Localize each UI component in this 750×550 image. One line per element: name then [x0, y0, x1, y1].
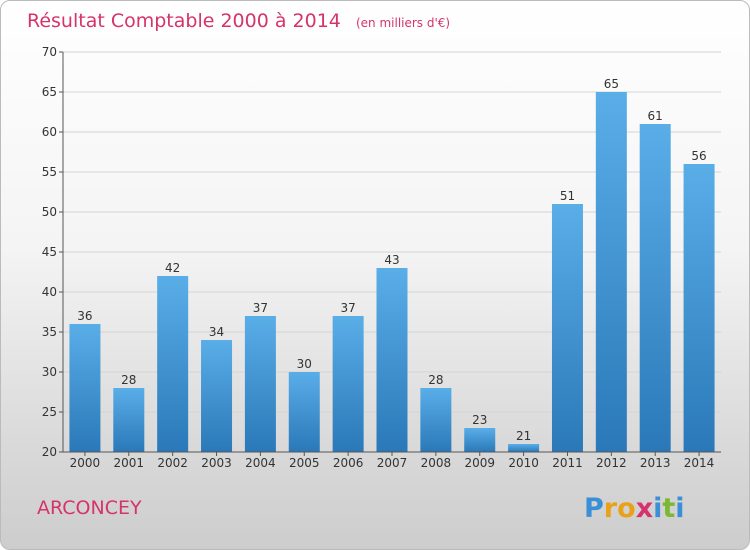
- y-tick-label: 30: [42, 365, 57, 379]
- x-tick-label-2012: 2012: [596, 456, 627, 470]
- bars: [69, 92, 715, 452]
- bar-2006: [332, 316, 364, 452]
- value-label-2014: 56: [691, 149, 706, 163]
- logo-letter: t: [662, 493, 675, 524]
- value-label-2009: 23: [472, 413, 487, 427]
- bar-2008: [420, 388, 452, 452]
- bar-2005: [288, 372, 320, 452]
- value-label-2002: 42: [165, 261, 180, 275]
- chart-title: Résultat Comptable 2000 à 2014 (en milli…: [27, 10, 450, 32]
- bar-2014: [683, 164, 715, 452]
- value-label-2013: 61: [648, 109, 663, 123]
- logo-letter: x: [636, 493, 653, 524]
- bar-2007: [376, 268, 408, 452]
- x-tick-label-2008: 2008: [421, 456, 452, 470]
- x-tick-label-2004: 2004: [245, 456, 276, 470]
- y-tick-label: 70: [42, 45, 57, 59]
- bar-2011: [551, 204, 583, 452]
- y-tick-label: 25: [42, 405, 57, 419]
- place-name: ARCONCEY: [37, 497, 142, 519]
- value-label-2001: 28: [121, 373, 136, 387]
- bar-2003: [201, 340, 233, 452]
- x-tick-label-2007: 2007: [377, 456, 408, 470]
- bar-2000: [69, 324, 101, 452]
- y-tick-label: 20: [42, 445, 57, 459]
- bar-2001: [113, 388, 145, 452]
- x-tick-label-2010: 2010: [508, 456, 539, 470]
- logo-letter: r: [604, 493, 618, 524]
- value-label-2010: 21: [516, 429, 531, 443]
- logo-letter: i: [653, 493, 662, 524]
- x-tick-label-2006: 2006: [333, 456, 364, 470]
- axes: 20 25 30 35 40 45 50 55 60 65 70 2000 2001 2002 2003 20…: [42, 45, 721, 470]
- bar-2012: [595, 92, 627, 452]
- bar-2013: [639, 124, 671, 452]
- y-tick-label: 55: [42, 165, 57, 179]
- bar-2009: [464, 428, 496, 452]
- x-tick-label-2002: 2002: [157, 456, 188, 470]
- y-tick-label: 45: [42, 245, 57, 259]
- value-label-2011: 51: [560, 189, 575, 203]
- y-tick-label: 60: [42, 125, 57, 139]
- x-tick-label-2005: 2005: [289, 456, 320, 470]
- bar-2004: [244, 316, 276, 452]
- x-tick-label-2011: 2011: [552, 456, 583, 470]
- value-label-2007: 43: [384, 253, 399, 267]
- y-tick-label: 35: [42, 325, 57, 339]
- x-tick-label-2013: 2013: [640, 456, 671, 470]
- logo-letter: o: [617, 493, 636, 524]
- x-tick-label-2000: 2000: [70, 456, 101, 470]
- value-label-2012: 65: [604, 77, 619, 91]
- value-label-2003: 34: [209, 325, 224, 339]
- x-tick-label-2003: 2003: [201, 456, 232, 470]
- chart-subtitle: (en milliers d'€): [356, 16, 450, 30]
- x-tick-label-2014: 2014: [684, 456, 715, 470]
- y-tick-label: 65: [42, 85, 57, 99]
- chart-title-main: Résultat Comptable 2000 à 2014: [27, 10, 341, 32]
- y-tick-label: 40: [42, 285, 57, 299]
- value-label-2005: 30: [297, 357, 312, 371]
- proxiti-logo: Proxiti: [584, 493, 685, 524]
- value-label-2000: 36: [77, 309, 92, 323]
- value-label-2006: 37: [340, 301, 355, 315]
- bar-2002: [157, 276, 189, 452]
- y-tick-label: 50: [42, 205, 57, 219]
- logo-letter: i: [675, 493, 684, 524]
- logo-letter: P: [584, 493, 604, 524]
- x-tick-label-2009: 2009: [464, 456, 495, 470]
- value-labels: 36 28 42 34 37 30 37 43 28 23 21 51 65 61 56: [77, 77, 706, 443]
- x-tick-label-2001: 2001: [114, 456, 145, 470]
- bar-2010: [508, 444, 540, 452]
- value-label-2008: 28: [428, 373, 443, 387]
- value-label-2004: 37: [253, 301, 268, 315]
